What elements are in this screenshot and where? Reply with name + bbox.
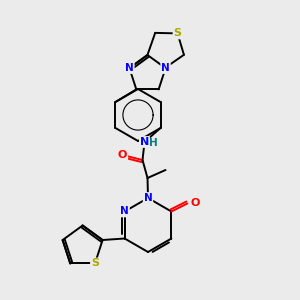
Text: N: N <box>120 206 129 217</box>
Text: N: N <box>144 193 152 203</box>
Text: H: H <box>149 138 158 148</box>
Text: S: S <box>91 259 99 269</box>
Text: N: N <box>140 137 149 147</box>
Text: O: O <box>118 150 127 160</box>
Text: O: O <box>191 197 200 208</box>
Text: N: N <box>161 63 170 73</box>
Text: S: S <box>173 28 181 38</box>
Text: N: N <box>125 63 134 73</box>
